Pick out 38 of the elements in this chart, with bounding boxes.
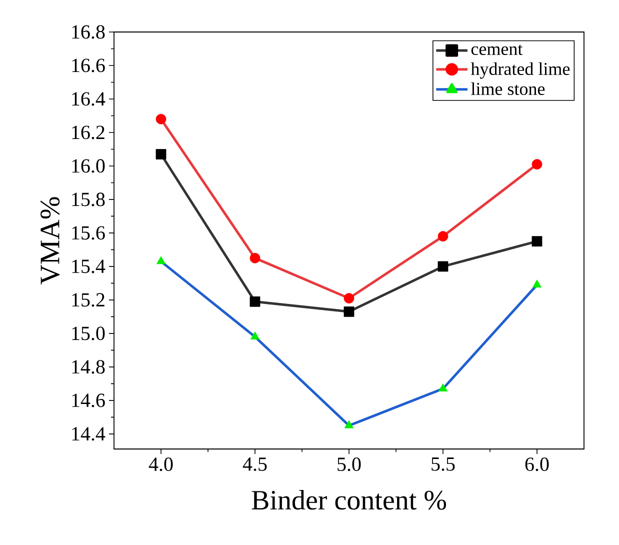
y-tick-label: 15.0 xyxy=(72,326,105,340)
y-tick-label: 14.6 xyxy=(72,394,105,408)
x-tick-label: 4.5 xyxy=(242,458,267,471)
legend-label: lime stone xyxy=(471,82,545,96)
point xyxy=(532,159,542,170)
point xyxy=(156,149,166,160)
point xyxy=(532,280,542,288)
point xyxy=(250,332,260,340)
point xyxy=(344,306,354,317)
point xyxy=(250,296,260,307)
x-tick-label: 6.0 xyxy=(525,458,549,472)
x-tick-label: 4.0 xyxy=(148,458,173,472)
point xyxy=(438,261,448,272)
y-axis-title: VMA% xyxy=(40,197,60,285)
point xyxy=(438,384,448,392)
y-tick-label: 15.8 xyxy=(72,192,105,206)
legend-label: cement xyxy=(471,44,523,56)
x-tick-label: 5.5 xyxy=(432,458,455,471)
y-tick-label: 15.4 xyxy=(72,260,106,274)
y-tick-label: 15.6 xyxy=(72,226,105,240)
y-tick-label: 16.6 xyxy=(72,58,105,72)
y-tick-label: 16.4 xyxy=(72,92,106,106)
point xyxy=(250,252,260,264)
point xyxy=(344,420,354,428)
x-tick-label: 5.0 xyxy=(338,458,361,472)
y-tick-label: 16.0 xyxy=(72,159,105,173)
point xyxy=(156,256,166,264)
point xyxy=(532,236,542,247)
x-axis-title: Binder content % xyxy=(252,490,446,510)
y-tick-label: 14.4 xyxy=(72,427,106,441)
y-tick-label: 15.2 xyxy=(72,293,104,307)
y-tick-label: 16.2 xyxy=(72,126,104,140)
y-tick-label: 16.8 xyxy=(72,25,105,39)
point xyxy=(156,114,166,124)
point xyxy=(344,293,354,304)
legend-label: hydrated lime xyxy=(470,62,570,79)
point xyxy=(438,231,448,242)
y-tick-label: 14.8 xyxy=(72,360,105,374)
